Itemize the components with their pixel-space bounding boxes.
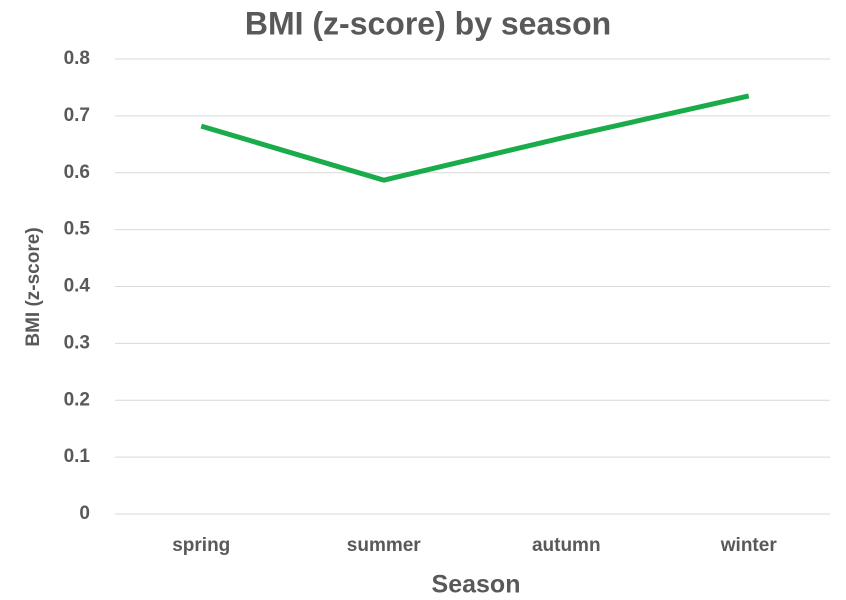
data-line	[200, 93, 750, 183]
y-axis-label: BMI (z-score)	[23, 227, 44, 346]
x-axis-label: Season	[432, 571, 521, 599]
y-tick-label: 0.5	[64, 219, 91, 240]
y-tick-label: 0.8	[64, 48, 90, 69]
x-tick-label: winter	[720, 535, 778, 556]
y-tick-label: 0.2	[64, 389, 90, 410]
chart-title: BMI (z-score) by season	[245, 5, 611, 41]
x-tick-label: autumn	[532, 535, 601, 556]
y-tick-label: 0.3	[64, 332, 90, 353]
x-tick-label: spring	[172, 535, 230, 556]
y-tick-label: 0.7	[64, 105, 90, 126]
y-tick-label: 0.1	[64, 446, 91, 467]
x-tick-label: summer	[347, 535, 422, 556]
y-tick-label: 0.4	[64, 276, 91, 297]
y-tick-label: 0	[79, 503, 90, 524]
y-tick-label: 0.6	[64, 162, 90, 183]
